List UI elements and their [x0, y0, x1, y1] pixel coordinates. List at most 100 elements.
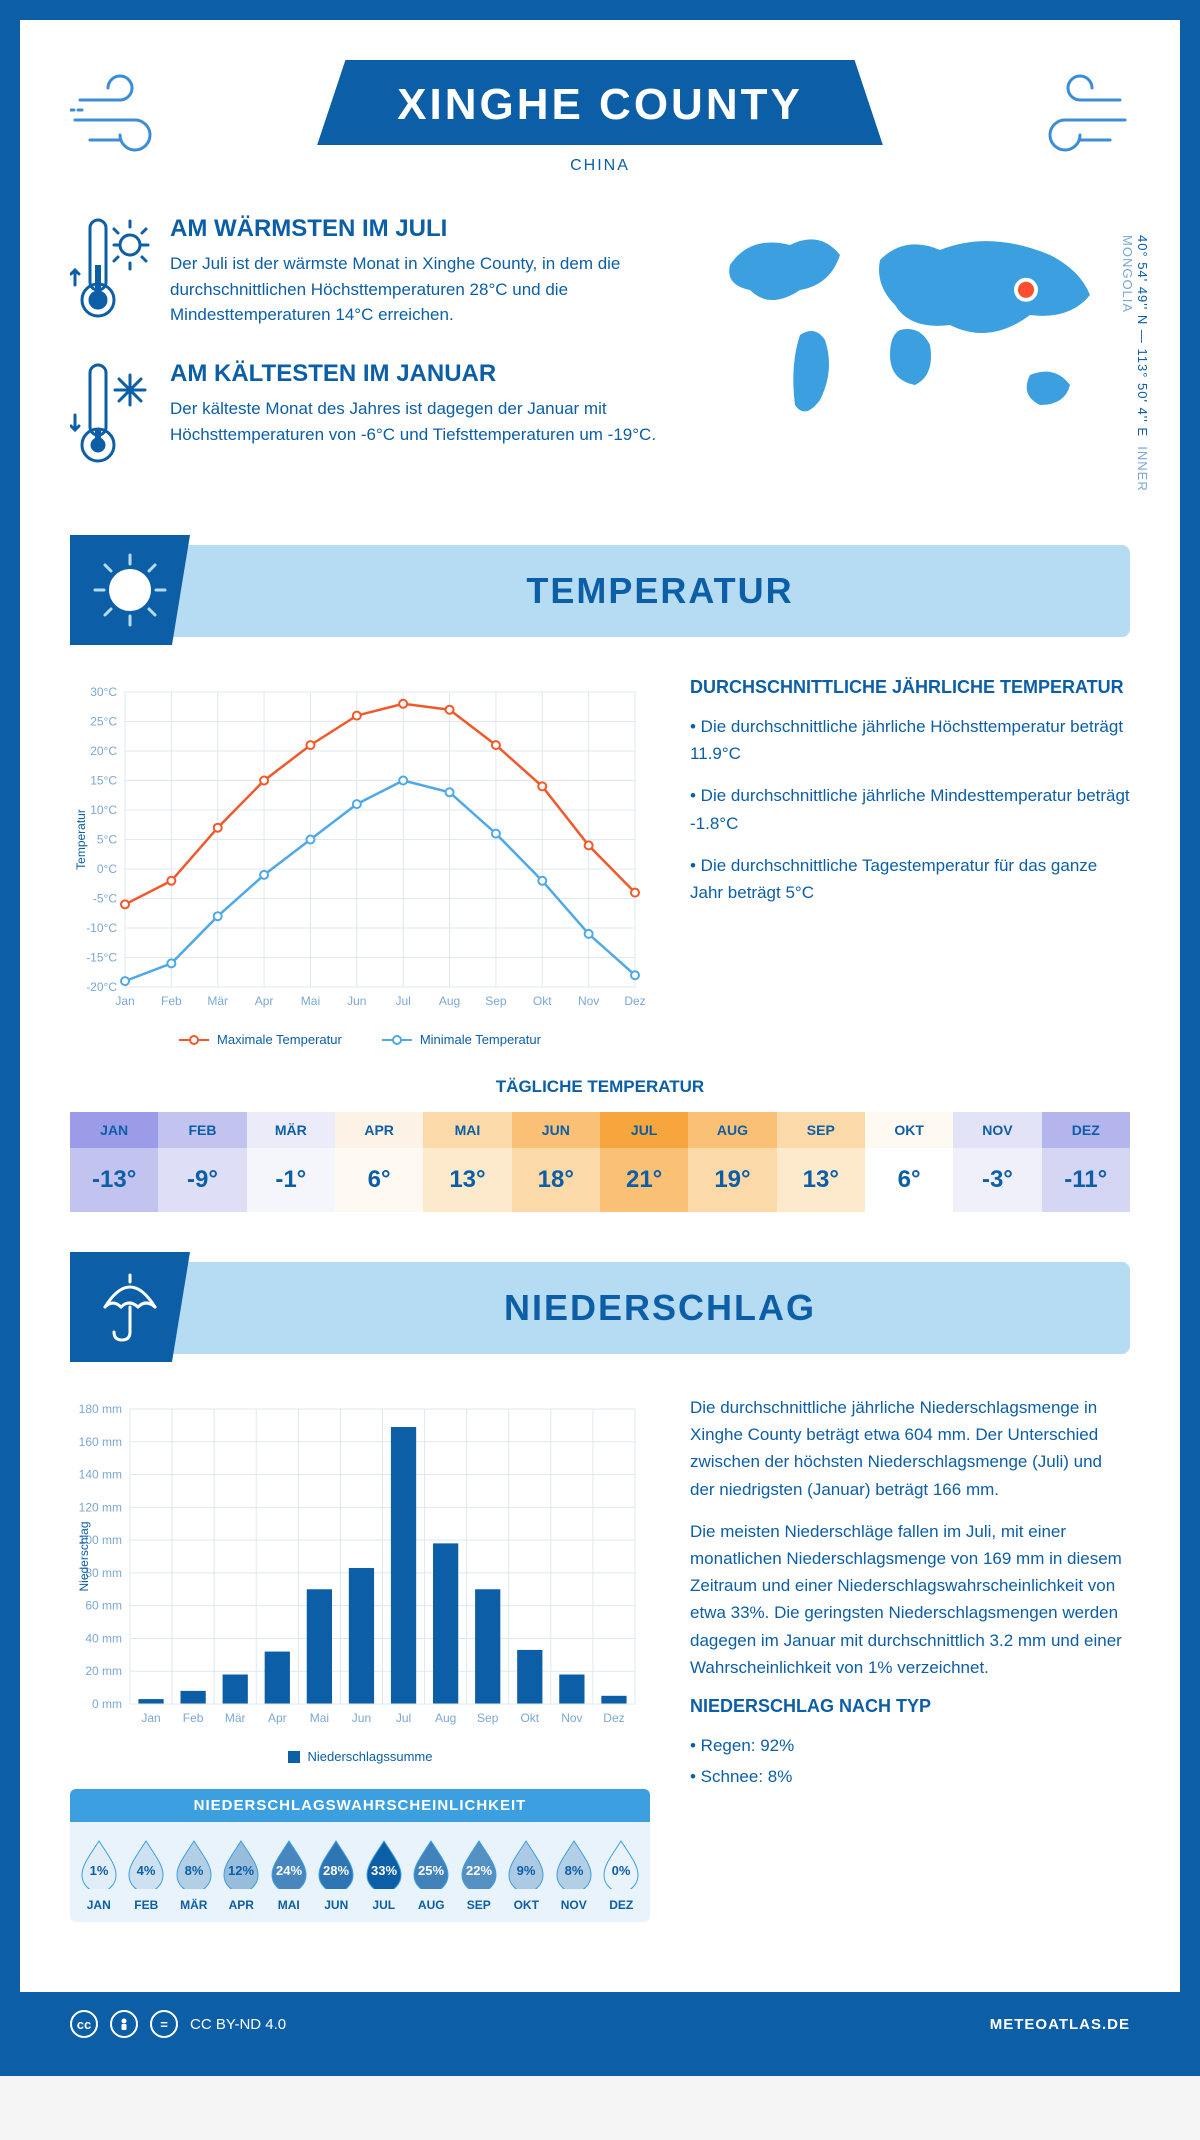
- svg-text:Nov: Nov: [578, 994, 599, 1008]
- svg-text:Mär: Mär: [207, 994, 228, 1008]
- license-text: CC BY-ND 4.0: [190, 2016, 286, 2033]
- svg-text:Mär: Mär: [225, 1711, 246, 1725]
- svg-text:Dez: Dez: [624, 994, 645, 1008]
- title-banner: XINGHE COUNTY: [317, 60, 883, 145]
- svg-text:22%: 22%: [466, 1863, 492, 1878]
- svg-text:9%: 9%: [517, 1863, 536, 1878]
- thermometer-cold-icon: [70, 360, 150, 475]
- svg-text:Feb: Feb: [161, 994, 182, 1008]
- svg-text:Sep: Sep: [485, 994, 507, 1008]
- svg-text:Jun: Jun: [347, 994, 366, 1008]
- temp-cell: OKT 6°: [865, 1112, 953, 1212]
- svg-text:Mai: Mai: [310, 1711, 329, 1725]
- svg-text:40 mm: 40 mm: [85, 1631, 122, 1645]
- svg-text:-20°C: -20°C: [86, 980, 117, 994]
- precip-prob-cell: 28% JUN: [313, 1837, 361, 1912]
- svg-text:0°C: 0°C: [97, 862, 117, 876]
- world-map: 40° 54' 49'' N — 113° 50' 4'' E INNER MO…: [710, 215, 1130, 505]
- precip-legend: Niederschlagssumme: [70, 1749, 650, 1764]
- svg-text:25°C: 25°C: [90, 715, 117, 729]
- svg-text:-5°C: -5°C: [93, 892, 117, 906]
- svg-text:33%: 33%: [371, 1863, 397, 1878]
- svg-text:Apr: Apr: [268, 1711, 287, 1725]
- footer: cc = CC BY-ND 4.0 METEOATLAS.DE: [20, 1992, 1180, 2056]
- precip-prob-cell: 33% JUL: [360, 1837, 408, 1912]
- coldest-summary: AM KÄLTESTEN IM JANUAR Der kälteste Mona…: [70, 360, 670, 475]
- svg-text:25%: 25%: [418, 1863, 444, 1878]
- svg-text:180 mm: 180 mm: [79, 1402, 122, 1416]
- temperature-banner: TEMPERATUR: [70, 545, 1130, 637]
- svg-text:Jun: Jun: [352, 1711, 371, 1725]
- svg-text:0%: 0%: [612, 1863, 631, 1878]
- svg-text:160 mm: 160 mm: [79, 1435, 122, 1449]
- svg-text:12%: 12%: [228, 1863, 254, 1878]
- precip-prob-cell: 8% MÄR: [170, 1837, 218, 1912]
- precip-bar-chart: 0 mm20 mm40 mm60 mm80 mm100 mm120 mm140 …: [70, 1394, 650, 1764]
- coldest-text: Der kälteste Monat des Jahres ist dagege…: [170, 396, 670, 447]
- temp-cell: AUG 19°: [688, 1112, 776, 1212]
- svg-text:Sep: Sep: [477, 1711, 499, 1725]
- precip-prob-cell: 12% APR: [218, 1837, 266, 1912]
- svg-text:140 mm: 140 mm: [79, 1468, 122, 1482]
- by-icon: [110, 2010, 138, 2038]
- svg-text:Aug: Aug: [435, 1711, 456, 1725]
- temp-cell: JUN 18°: [512, 1112, 600, 1212]
- svg-text:Jul: Jul: [396, 994, 411, 1008]
- warmest-summary: AM WÄRMSTEN IM JULI Der Juli ist der wär…: [70, 215, 670, 330]
- wind-icon: [70, 70, 190, 165]
- svg-text:Okt: Okt: [533, 994, 552, 1008]
- svg-text:Okt: Okt: [520, 1711, 539, 1725]
- svg-text:10°C: 10°C: [90, 803, 117, 817]
- svg-text:24%: 24%: [276, 1863, 302, 1878]
- svg-text:28%: 28%: [323, 1863, 349, 1878]
- svg-text:Temperatur: Temperatur: [74, 809, 88, 870]
- temperature-legend: Maximale Temperatur Minimale Temperatur: [70, 1032, 650, 1047]
- svg-text:30°C: 30°C: [90, 685, 117, 699]
- svg-text:4%: 4%: [137, 1863, 156, 1878]
- cc-icon: cc: [70, 2010, 98, 2038]
- site-name: METEOATLAS.DE: [990, 2016, 1130, 2033]
- daily-temp-title: TÄGLICHE TEMPERATUR: [70, 1077, 1130, 1097]
- temp-cell: MAI 13°: [423, 1112, 511, 1212]
- svg-text:Apr: Apr: [255, 994, 274, 1008]
- precip-prob-cell: 9% OKT: [503, 1837, 551, 1912]
- svg-text:Aug: Aug: [439, 994, 460, 1008]
- precip-prob-cell: 0% DEZ: [598, 1837, 646, 1912]
- warmest-text: Der Juli ist der wärmste Monat in Xinghe…: [170, 251, 670, 328]
- svg-text:Feb: Feb: [183, 1711, 204, 1725]
- umbrella-icon: [70, 1252, 190, 1362]
- svg-text:20°C: 20°C: [90, 744, 117, 758]
- temp-cell: DEZ -11°: [1042, 1112, 1130, 1212]
- precip-prob-cell: 8% NOV: [550, 1837, 598, 1912]
- svg-text:60 mm: 60 mm: [85, 1599, 122, 1613]
- precip-prob-cell: 24% MAI: [265, 1837, 313, 1912]
- country-label: CHINA: [70, 157, 1130, 175]
- coordinates-label: 40° 54' 49'' N — 113° 50' 4'' E INNER MO…: [1120, 235, 1150, 505]
- precip-probability-box: NIEDERSCHLAGSWAHRSCHEINLICHKEIT 1% JAN 4…: [70, 1789, 650, 1922]
- page-frame: XINGHE COUNTY CHINA: [0, 0, 1200, 2076]
- page-title: XINGHE COUNTY: [397, 80, 803, 130]
- temperature-bullets: DURCHSCHNITTLICHE JÄHRLICHE TEMPERATUR •…: [690, 677, 1130, 1047]
- svg-text:0 mm: 0 mm: [92, 1697, 122, 1711]
- daily-temp-table: JAN -13° FEB -9° MÄR -1° APR 6° MAI 13° …: [70, 1112, 1130, 1212]
- temp-cell: NOV -3°: [953, 1112, 1041, 1212]
- temp-cell: APR 6°: [335, 1112, 423, 1212]
- temperature-line-chart: -20°C-15°C-10°C-5°C0°C5°C10°C15°C20°C25°…: [70, 677, 650, 1047]
- precip-prob-cell: 22% SEP: [455, 1837, 503, 1912]
- warmest-title: AM WÄRMSTEN IM JULI: [170, 215, 670, 243]
- svg-text:5°C: 5°C: [97, 833, 117, 847]
- precip-prob-cell: 4% FEB: [123, 1837, 171, 1912]
- svg-text:-15°C: -15°C: [86, 951, 117, 965]
- svg-text:1%: 1%: [89, 1863, 108, 1878]
- temp-cell: JAN -13°: [70, 1112, 158, 1212]
- precip-prob-cell: 25% AUG: [408, 1837, 456, 1912]
- svg-text:Dez: Dez: [603, 1711, 624, 1725]
- sun-icon: [70, 535, 190, 645]
- svg-text:-10°C: -10°C: [86, 921, 117, 935]
- thermometer-hot-icon: [70, 215, 150, 330]
- svg-text:Jan: Jan: [141, 1711, 160, 1725]
- precip-heading: NIEDERSCHLAG: [210, 1287, 1110, 1329]
- coldest-title: AM KÄLTESTEN IM JANUAR: [170, 360, 670, 388]
- svg-text:Nov: Nov: [561, 1711, 582, 1725]
- header: XINGHE COUNTY CHINA: [70, 60, 1130, 175]
